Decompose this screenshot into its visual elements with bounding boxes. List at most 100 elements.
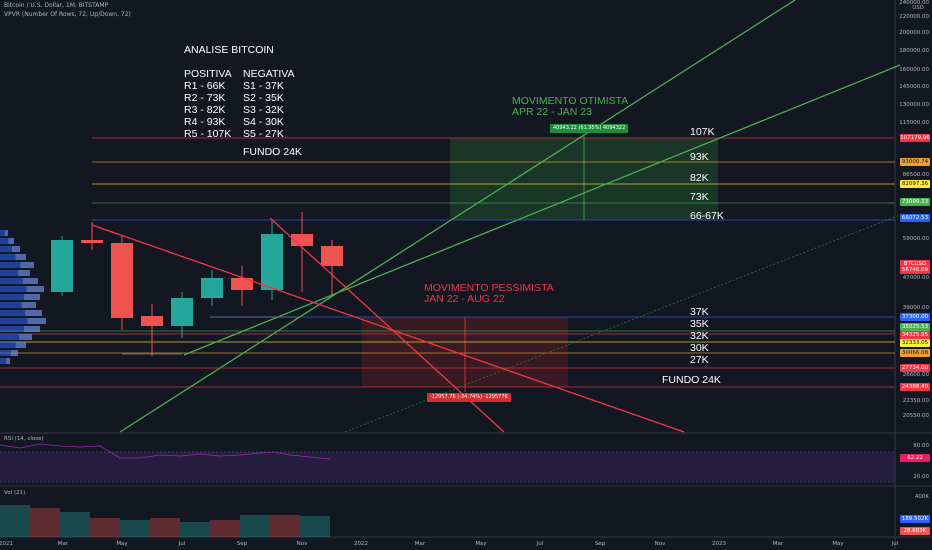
level-label-93k: 93K xyxy=(690,151,709,163)
price-tick: 47000.00 xyxy=(902,275,929,281)
price-tick: 240000.00 xyxy=(899,0,929,6)
negative-item: S1 - 37K xyxy=(243,80,284,92)
green-trendline-shallow[interactable] xyxy=(183,64,901,356)
volume-bar xyxy=(120,520,150,537)
time-tick: Nov xyxy=(296,541,308,547)
rsi-label[interactable]: RSI (14, close) xyxy=(4,436,44,442)
price-tag: 73099.23 xyxy=(900,198,930,206)
volume-profile-bar xyxy=(15,342,26,348)
time-tick: May xyxy=(475,541,487,547)
volume-bar xyxy=(30,508,60,537)
negative-item: S2 - 35K xyxy=(243,92,284,104)
level-label-30k: 30K xyxy=(690,342,709,354)
volume-profile-bar xyxy=(0,230,8,236)
time-tick: Mar xyxy=(57,541,69,547)
price-tick: 145000.00 xyxy=(899,84,929,90)
green-trendline-steep[interactable] xyxy=(119,0,796,433)
analysis-title: ANALISE BITCOIN xyxy=(184,44,274,56)
volume-profile-bar xyxy=(0,294,40,300)
volume-bar xyxy=(150,518,180,537)
volume-bars xyxy=(0,505,330,537)
positive-item: R3 - 82K xyxy=(184,104,226,116)
price-tag: BTCUSD xyxy=(900,260,930,268)
time-tick: Sep xyxy=(236,541,248,547)
price-tag: 37300.00 xyxy=(900,313,930,321)
time-tick: Nov xyxy=(654,541,666,547)
volume-profile-bar xyxy=(24,326,40,332)
price-tick: 115000.00 xyxy=(899,120,929,126)
volume-profile-bar xyxy=(21,302,36,308)
time-tick: 2023 xyxy=(712,541,726,547)
price-tick: 39000.00 xyxy=(902,305,929,311)
level-label-35k: 35K xyxy=(690,318,709,330)
time-tick: Sep xyxy=(594,541,606,547)
volume-label[interactable]: Vol (21) xyxy=(4,490,26,496)
price-tick: 22350.00 xyxy=(902,398,929,404)
price-tag: 82097.36 xyxy=(900,180,930,188)
volume-bar xyxy=(60,512,90,537)
price-tag: 66072.53 xyxy=(900,214,930,222)
positive-header: POSITIVA xyxy=(184,68,232,80)
volume-profile-bar xyxy=(0,318,46,324)
volume-profile-bar xyxy=(0,262,34,268)
negative-item: S5 - 27K xyxy=(243,128,284,140)
price-tag: 56746.09 xyxy=(900,266,930,274)
price-tick: 130000.00 xyxy=(899,102,929,108)
price-tag: 93000.74 xyxy=(900,158,930,166)
volume-bar xyxy=(210,520,240,537)
pessimistic-caption-line1: MOVIMENTO PESSIMISTA xyxy=(424,282,554,294)
volume-profile-bar xyxy=(0,350,18,356)
volume-profile-bar xyxy=(20,262,34,268)
pessimistic-measure-badge[interactable]: -12957.76 (-34.74%) -1295776 xyxy=(427,393,511,402)
optimistic-caption-line2: APR 22 - JAN 23 xyxy=(512,106,592,118)
price-tick: 20550.00 xyxy=(902,413,929,419)
volume-profile-bar xyxy=(0,342,26,348)
level-label-32k: 32K xyxy=(690,330,709,342)
volume-profile-bar xyxy=(18,270,30,276)
currency-label: USD xyxy=(912,5,924,11)
time-tick: 2022 xyxy=(354,541,368,547)
volume-profile-bar xyxy=(0,254,26,260)
volume-profile-bar xyxy=(19,334,32,340)
volume-profile-bar xyxy=(6,358,10,364)
horizontal-levels xyxy=(0,137,895,388)
volume-profile-bar xyxy=(0,334,32,340)
volume-bar xyxy=(240,515,270,537)
volume-profile-bar xyxy=(0,358,10,364)
volume-pane[interactable] xyxy=(0,487,895,537)
candle-body xyxy=(201,278,223,298)
symbol-title[interactable]: Bitcoin / U.S. Dollar, 1M, BITSTAMP xyxy=(4,2,109,9)
volume-profile-bar xyxy=(0,238,14,244)
price-tag: 27734.00 xyxy=(900,364,930,372)
candle-body xyxy=(321,246,343,266)
rsi-band xyxy=(0,452,895,482)
time-tick: Mar xyxy=(772,541,784,547)
optimistic-measure-badge[interactable]: 40943.22 (61.95%) 4094322 xyxy=(550,124,629,133)
volume-bar xyxy=(180,522,210,537)
volume-profile-bar xyxy=(4,230,8,236)
time-tick: Jul xyxy=(891,541,899,547)
green-dotted-trendline xyxy=(344,214,901,433)
volume-bar xyxy=(90,518,120,537)
candle-body xyxy=(171,298,193,326)
price-tick: 26600.00 xyxy=(902,372,929,378)
candles xyxy=(51,212,343,356)
volume-profile-bar xyxy=(25,310,42,316)
volume-profile-bar xyxy=(22,278,38,284)
red-trendline-long[interactable] xyxy=(91,224,685,433)
candle-body xyxy=(141,316,163,326)
price-tag: 24388.40 xyxy=(900,383,930,391)
volume-profile-bar xyxy=(0,302,36,308)
volume-bar xyxy=(270,515,300,537)
negative-item: S3 - 32K xyxy=(243,104,284,116)
volume-value-tag: 28.683K xyxy=(900,527,930,535)
price-tag: 32333.05 xyxy=(900,339,930,347)
time-tick: Jul xyxy=(536,541,544,547)
indicator-label[interactable]: VPVR (Number Of Rows, 72, Up/Down, 72) xyxy=(4,11,131,18)
volume-tick: 400K xyxy=(914,494,929,500)
positive-item: R4 - 93K xyxy=(184,116,226,128)
volume-profile-bar xyxy=(0,246,20,252)
candle-body xyxy=(261,234,283,290)
negative-header: NEGATIVA xyxy=(243,68,295,80)
